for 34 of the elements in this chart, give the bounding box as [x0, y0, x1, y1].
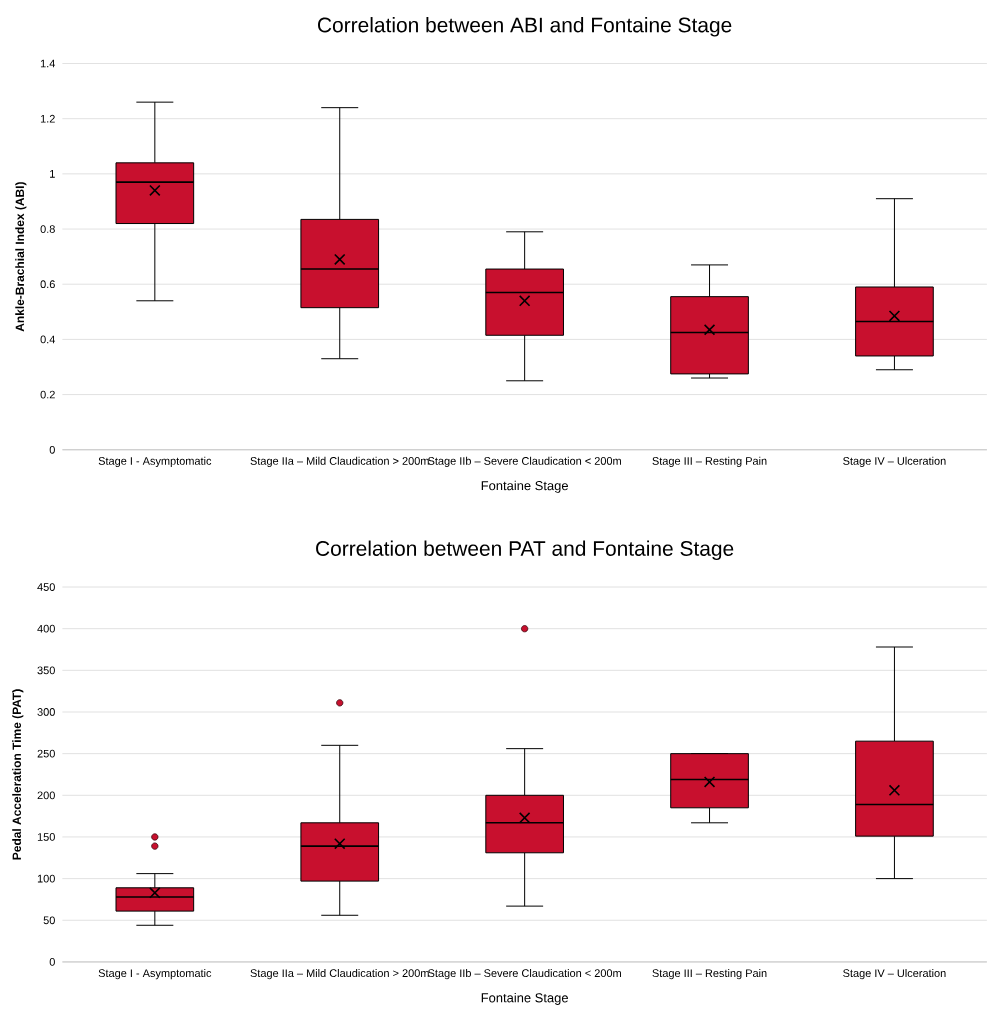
x-tick-label: Stage IV – Ulceration: [843, 456, 946, 468]
y-tick-label: 450: [37, 583, 55, 591]
y-axis-title: Ankle-Brachial Index (ABI): [15, 182, 27, 332]
x-tick-label: Stage IIb – Severe Claudication < 200m: [427, 968, 621, 980]
chart-title: Correlation between PAT and Fontaine Stage: [315, 540, 734, 561]
y-axis-title: Pedal Acceleration Time (PAT): [12, 689, 24, 860]
x-tick-label: Stage I - Asymptomatic: [98, 968, 212, 980]
y-tick-label: 350: [37, 666, 55, 675]
y-tick-label: 1.4: [40, 59, 55, 68]
x-axis-title: Fontaine Stage: [481, 480, 568, 493]
x-tick-label: Stage I - Asymptomatic: [98, 456, 212, 468]
y-tick-label: 0.6: [40, 280, 55, 289]
x-tick-label: Stage III – Resting Pain: [652, 456, 767, 468]
x-tick-label: Stage IIb – Severe Claudication < 200m: [427, 456, 621, 468]
x-tick-label: Stage IIa – Mild Claudication > 200m: [250, 456, 429, 468]
y-tick-label: 400: [37, 624, 55, 633]
y-tick-label: 200: [37, 791, 55, 800]
y-tick-label: 0.8: [40, 225, 55, 233]
y-tick-label: 300: [37, 708, 55, 716]
y-tick-label: 100: [37, 874, 55, 883]
y-tick-label: 250: [37, 749, 55, 758]
y-tick-label: 0.2: [40, 390, 55, 399]
chart-title: Correlation between ABI and Fontaine Stage: [317, 17, 732, 37]
y-tick-label: 150: [37, 833, 55, 841]
y-tick-label: 0.4: [40, 335, 55, 344]
y-tick-label: 1.2: [40, 114, 55, 123]
x-tick-label: Stage IV – Ulceration: [843, 968, 946, 980]
y-tick-label: 0: [49, 958, 55, 966]
x-axis-title: Fontaine Stage: [481, 992, 568, 1005]
y-tick-label: 1: [49, 170, 55, 178]
y-tick-label: 0: [49, 445, 55, 454]
x-tick-label: Stage III – Resting Pain: [652, 968, 767, 980]
y-tick-label: 50: [43, 916, 55, 925]
x-tick-label: Stage IIa – Mild Claudication > 200m: [250, 968, 429, 980]
